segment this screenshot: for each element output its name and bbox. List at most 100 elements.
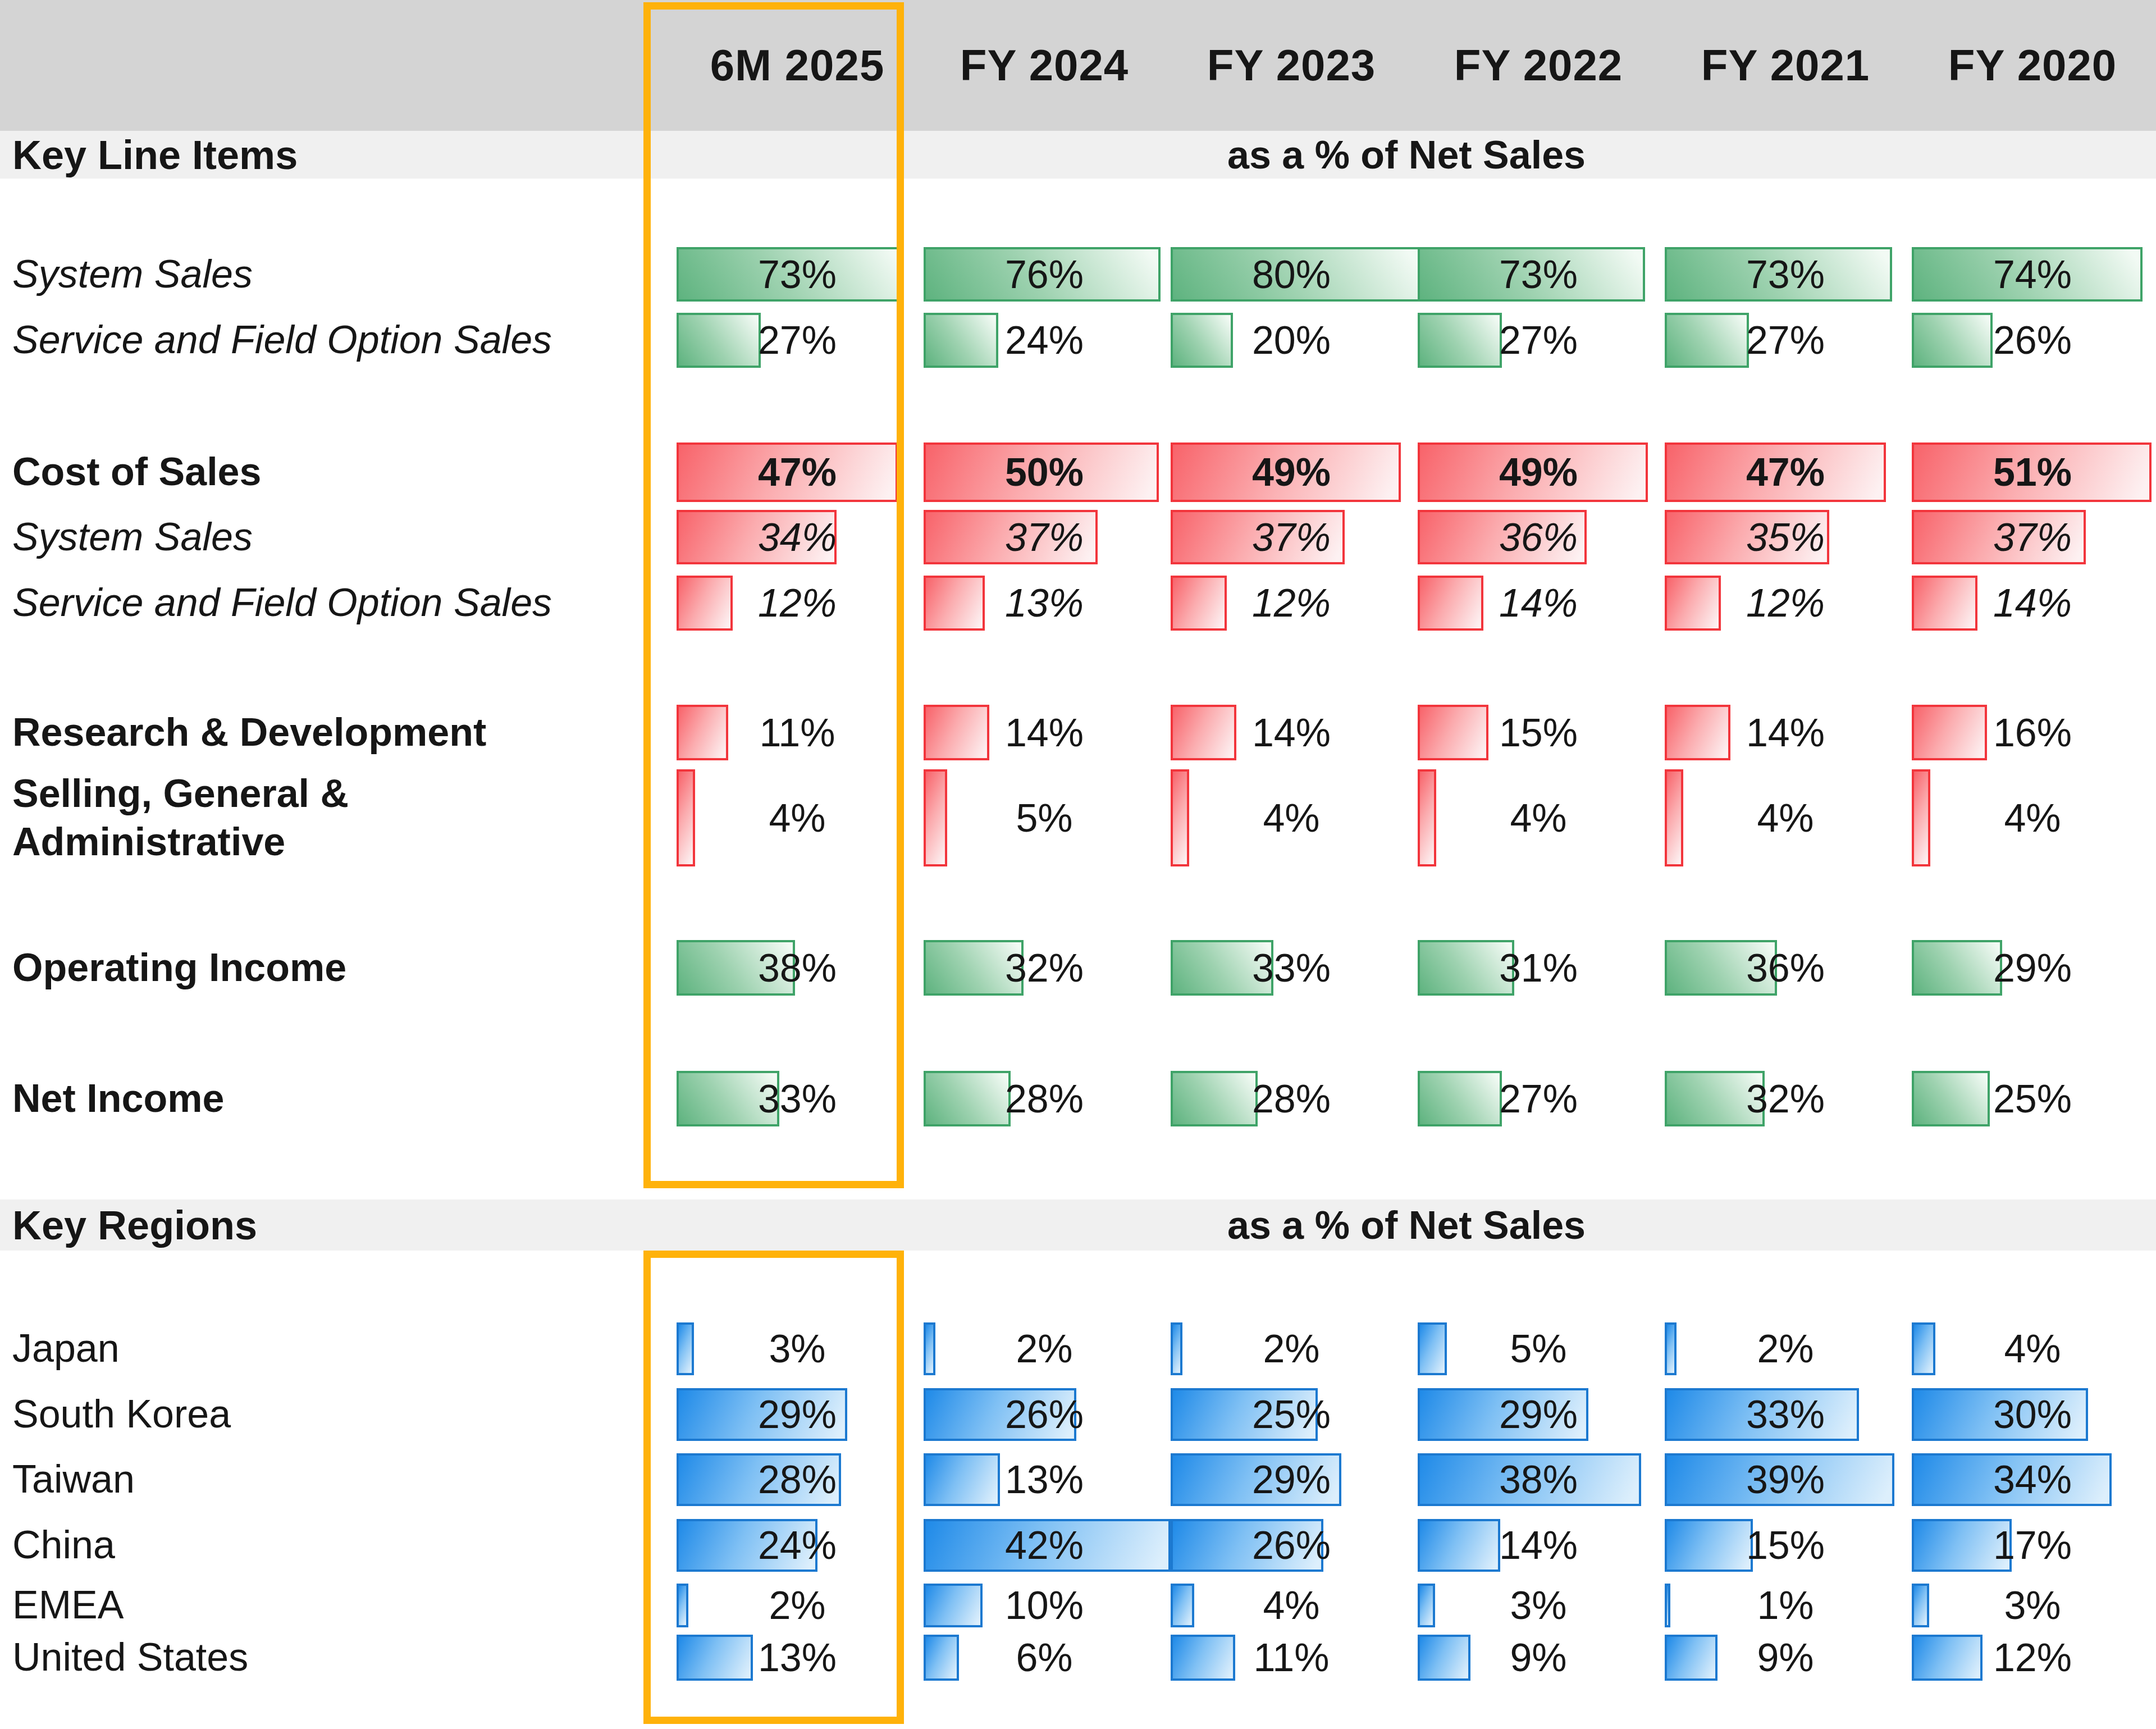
south-korea-value-fy-2022: 29% [1468,1388,1609,1441]
japan-bar-fy-2024 [924,1322,935,1375]
japan-value-fy-2023: 2% [1221,1322,1362,1375]
system-sales-value-fy-2020: 37% [1962,510,2103,564]
row-label-system-sales: System Sales [12,247,647,302]
row-label-emea: EMEA [12,1584,647,1627]
section-subtitle-key-regions: as a % of Net Sales [677,1199,2136,1251]
row-label-selling-general-administrative: Selling, General & Administrative [12,769,647,866]
china-value-fy-2024: 42% [974,1519,1114,1572]
taiwan-value-fy-2021: 39% [1715,1453,1856,1506]
united-states-value-fy-2022: 9% [1468,1635,1609,1681]
service-and-field-option-sales-value-fy-2021: 12% [1715,576,1856,631]
row-label-united-states: United States [12,1635,647,1681]
selling-general-administrative-value-fy-2024: 5% [974,769,1114,866]
column-header-fy-2024: FY 2024 [904,0,1185,131]
research-development-value-fy-2022: 15% [1468,705,1609,760]
emea-value-fy-2024: 10% [974,1584,1114,1627]
united-states-bar-fy-2024 [924,1635,959,1681]
net-income-value-fy-2021: 32% [1715,1071,1856,1126]
selling-general-administrative-bar-fy-2021 [1665,769,1683,866]
research-development-value-fy-2023: 14% [1221,705,1362,760]
row-label-cost-of-sales: Cost of Sales [12,442,647,502]
emea-bar-fy-2021 [1665,1584,1670,1627]
service-and-field-option-sales-value-fy-2024: 13% [974,576,1114,631]
service-and-field-option-sales-bar-fy-2023 [1171,576,1227,631]
japan-value-fy-2021: 2% [1715,1322,1856,1375]
selling-general-administrative-bar-fy-2020 [1912,769,1930,866]
service-and-field-option-sales-value-fy-2020: 14% [1962,576,2103,631]
emea-bar-fy-2023 [1171,1584,1194,1627]
system-sales-value-fy-2020: 74% [1962,247,2103,302]
system-sales-value-fy-2024: 76% [974,247,1114,302]
row-label-research-development: Research & Development [12,705,647,760]
section-title-key-line-items: Key Line Items [12,131,298,179]
research-development-value-fy-2024: 14% [974,705,1114,760]
net-income-value-fy-2024: 28% [974,1071,1114,1126]
united-states-bar-fy-2021 [1665,1635,1718,1681]
system-sales-value-fy-2021: 35% [1715,510,1856,564]
japan-bar-fy-2021 [1665,1322,1677,1375]
row-label-japan: Japan [12,1322,647,1375]
system-sales-value-fy-2022: 73% [1468,247,1609,302]
taiwan-value-fy-2020: 34% [1962,1453,2103,1506]
cost-of-sales-value-fy-2021: 47% [1715,442,1856,502]
operating-income-value-fy-2020: 29% [1962,940,2103,996]
selling-general-administrative-value-fy-2020: 4% [1962,769,2103,866]
column-header-fy-2023: FY 2023 [1151,0,1432,131]
service-and-field-option-sales-value-fy-2022: 27% [1468,313,1609,368]
section-band-key-line-items: Key Line Items as a % of Net Sales [0,131,2156,179]
row-label-service-and-field-option-sales: Service and Field Option Sales [12,313,647,368]
taiwan-value-fy-2024: 13% [974,1453,1114,1506]
section-title-key-regions: Key Regions [12,1199,257,1251]
row-label-system-sales: System Sales [12,510,647,564]
financial-highlights-chart: 6M 2025 FY 2024 FY 2023 FY 2022 FY 2021 … [0,0,2156,1729]
selling-general-administrative-bar-fy-2023 [1171,769,1189,866]
emea-value-fy-2023: 4% [1221,1584,1362,1627]
highlight-box-6m-2025-regions [643,1251,904,1724]
service-and-field-option-sales-value-fy-2024: 24% [974,313,1114,368]
research-development-value-fy-2021: 14% [1715,705,1856,760]
column-header-fy-2021: FY 2021 [1645,0,1926,131]
service-and-field-option-sales-value-fy-2020: 26% [1962,313,2103,368]
emea-value-fy-2022: 3% [1468,1584,1609,1627]
japan-bar-fy-2022 [1418,1322,1447,1375]
china-value-fy-2023: 26% [1221,1519,1362,1572]
japan-bar-fy-2020 [1912,1322,1935,1375]
selling-general-administrative-bar-fy-2022 [1418,769,1436,866]
system-sales-value-fy-2024: 37% [974,510,1114,564]
net-income-value-fy-2023: 28% [1221,1071,1362,1126]
system-sales-value-fy-2023: 80% [1221,247,1362,302]
system-sales-value-fy-2023: 37% [1221,510,1362,564]
emea-value-fy-2021: 1% [1715,1584,1856,1627]
cost-of-sales-value-fy-2024: 50% [974,442,1114,502]
china-value-fy-2022: 14% [1468,1519,1609,1572]
china-value-fy-2021: 15% [1715,1519,1856,1572]
emea-bar-fy-2022 [1418,1584,1435,1627]
south-korea-value-fy-2024: 26% [974,1388,1114,1441]
research-development-value-fy-2020: 16% [1962,705,2103,760]
section-band-key-regions: Key Regions as a % of Net Sales [0,1199,2156,1251]
japan-value-fy-2024: 2% [974,1322,1114,1375]
row-label-operating-income: Operating Income [12,940,647,996]
row-label-south-korea: South Korea [12,1388,647,1441]
system-sales-value-fy-2021: 73% [1715,247,1856,302]
japan-value-fy-2020: 4% [1962,1322,2103,1375]
row-label-china: China [12,1519,647,1572]
taiwan-value-fy-2023: 29% [1221,1453,1362,1506]
japan-value-fy-2022: 5% [1468,1322,1609,1375]
emea-bar-fy-2020 [1912,1584,1929,1627]
operating-income-value-fy-2023: 33% [1221,940,1362,996]
highlight-box-6m-2025-line-items [643,2,904,1188]
net-income-value-fy-2020: 25% [1962,1071,2103,1126]
operating-income-value-fy-2021: 36% [1715,940,1856,996]
selling-general-administrative-bar-fy-2024 [924,769,947,866]
south-korea-value-fy-2021: 33% [1715,1388,1856,1441]
cost-of-sales-value-fy-2023: 49% [1221,442,1362,502]
row-label-taiwan: Taiwan [12,1453,647,1506]
united-states-bar-fy-2022 [1418,1635,1470,1681]
united-states-value-fy-2021: 9% [1715,1635,1856,1681]
selling-general-administrative-value-fy-2023: 4% [1221,769,1362,866]
united-states-value-fy-2023: 11% [1221,1635,1362,1681]
column-header-fy-2022: FY 2022 [1398,0,1679,131]
china-value-fy-2020: 17% [1962,1519,2103,1572]
service-and-field-option-sales-bar-fy-2021 [1665,576,1721,631]
